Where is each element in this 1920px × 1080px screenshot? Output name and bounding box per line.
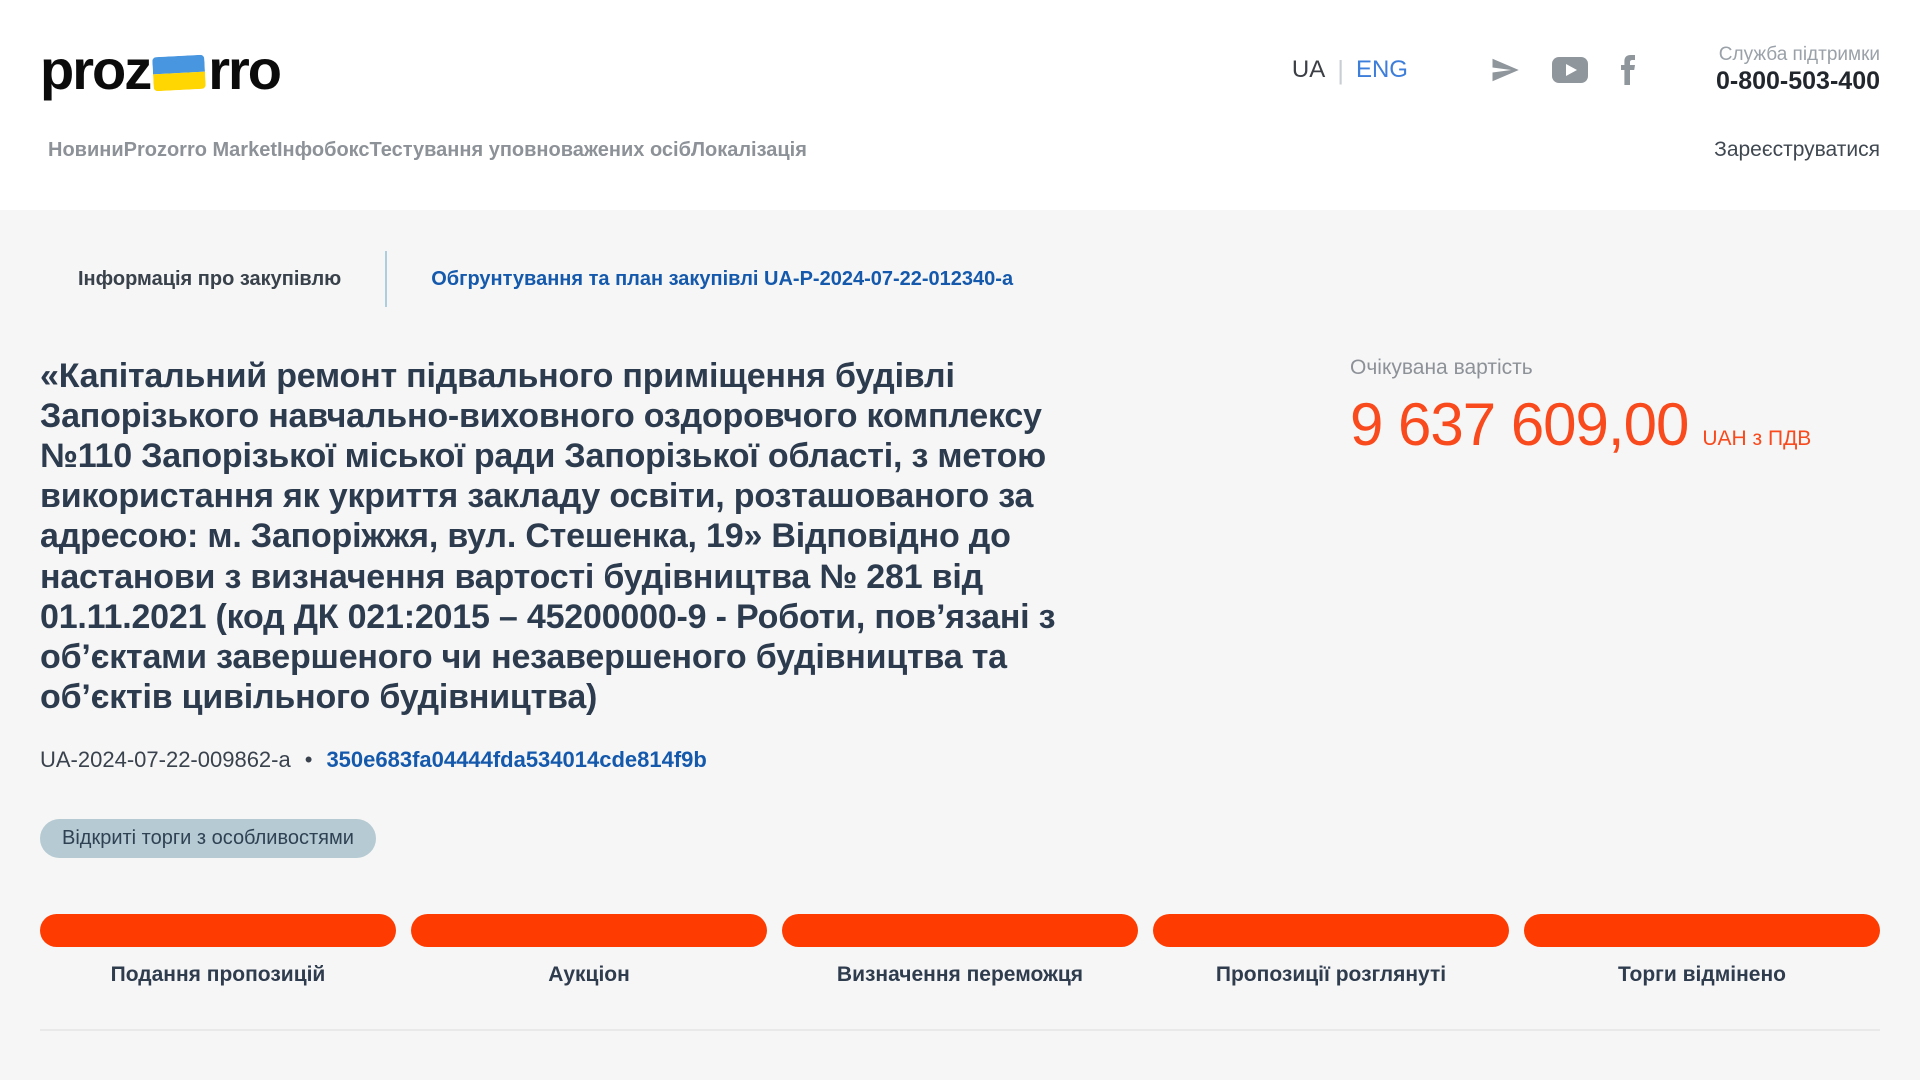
main-nav: НовиниProzorro MarketІнфобоксТестування … [40, 138, 1880, 162]
stage: Визначення переможця [782, 913, 1138, 987]
procedure-type-badge: Відкриті торги з особливостями [40, 818, 376, 858]
tender-page: Інформація про закупівлю Обгрунтування т… [0, 210, 1920, 1031]
tender-id-row: UA-2024-07-22-009862-a • 350e683fa04444f… [40, 747, 1080, 773]
nav-item[interactable]: Локалізація [690, 138, 807, 161]
lang-separator: | [1337, 54, 1344, 85]
nav-item[interactable]: Новини [48, 138, 124, 161]
prozorro-logo[interactable]: proz rro [40, 38, 282, 101]
stage: Подання пропозицій [40, 913, 396, 987]
stage-progress-bar [411, 913, 767, 947]
tender-title: «Капітальний ремонт підвального приміщен… [40, 357, 1056, 716]
telegram-icon[interactable] [1488, 55, 1522, 85]
tender-tabs: Інформація про закупівлю Обгрунтування т… [40, 250, 1880, 308]
nav-item[interactable]: Тестування уповноважених осіб [369, 138, 691, 161]
stage-progress-bar [1524, 913, 1880, 947]
header-right-cluster: UA | ENG Служба підтримки 0-800-503-400 [1292, 43, 1880, 98]
facebook-icon[interactable] [1618, 54, 1636, 86]
logo-text-pre: proz [40, 38, 152, 101]
stage: Пропозиції розглянуті [1153, 913, 1509, 987]
expected-value-label: Очікувана вартість [1350, 356, 1533, 379]
tab-divider [385, 251, 388, 307]
stage: Торги відмінено [1524, 913, 1880, 987]
tender-id: UA-2024-07-22-009862-a [40, 746, 291, 772]
ukraine-flag-icon [152, 54, 207, 92]
expected-value-row: 9 637 609,00 UAH з ПДВ [1350, 390, 1811, 459]
nav-item[interactable]: Інфобокс [277, 138, 370, 161]
tender-main-column: «Капітальний ремонт підвального приміщен… [40, 356, 1080, 858]
register-link[interactable]: Зареєструватися [1714, 138, 1880, 161]
logo-text-post: rro [208, 38, 282, 101]
youtube-icon[interactable] [1551, 56, 1588, 84]
stage-label: Пропозиції розглянуті [1215, 962, 1447, 986]
site-header: proz rro UA | ENG [0, 0, 1920, 210]
stage-progress-bar [40, 913, 396, 947]
expected-value-amount: 9 637 609,00 [1350, 391, 1689, 458]
stage: Аукціон [411, 913, 767, 987]
expected-value-currency: UAH з ПДВ [1702, 427, 1812, 450]
tender-hash-link[interactable]: 350e683fa04444fda534014cde814f9b [326, 746, 707, 772]
tab-purchase-info[interactable]: Інформація про закупівлю [78, 267, 342, 290]
stage-label: Аукціон [548, 962, 630, 986]
dot-separator: • [304, 746, 313, 772]
tender-content: «Капітальний ремонт підвального приміщен… [40, 356, 1880, 858]
section-divider [40, 1028, 1880, 1031]
stage-label: Визначення переможця [836, 962, 1084, 986]
support-label: Служба підтримки [1718, 43, 1880, 65]
nav-item[interactable]: Prozorro Market [123, 138, 277, 161]
tab-justification-plan-link[interactable]: Обгрунтування та план закупівлі UA-P-202… [431, 267, 1014, 290]
expected-value-block: Очікувана вартість 9 637 609,00 UAH з ПДВ [1140, 356, 1811, 858]
stage-label: Торги відмінено [1618, 962, 1786, 986]
lang-ua-button[interactable]: UA [1291, 56, 1326, 83]
stage-progress-bar [782, 913, 1138, 947]
tender-stages-progress: Подання пропозицій Аукціон Визначення пе… [40, 913, 1880, 987]
language-switcher: UA | ENG [1292, 55, 1408, 86]
support-phone: 0-800-503-400 [1715, 67, 1880, 96]
support-block: Служба підтримки 0-800-503-400 [1716, 43, 1880, 98]
header-top-row: proz rro UA | ENG [40, 24, 1880, 116]
stage-progress-bar [1153, 913, 1509, 947]
social-links [1488, 54, 1636, 86]
lang-eng-button[interactable]: ENG [1355, 56, 1408, 83]
stage-label: Подання пропозицій [110, 962, 326, 986]
